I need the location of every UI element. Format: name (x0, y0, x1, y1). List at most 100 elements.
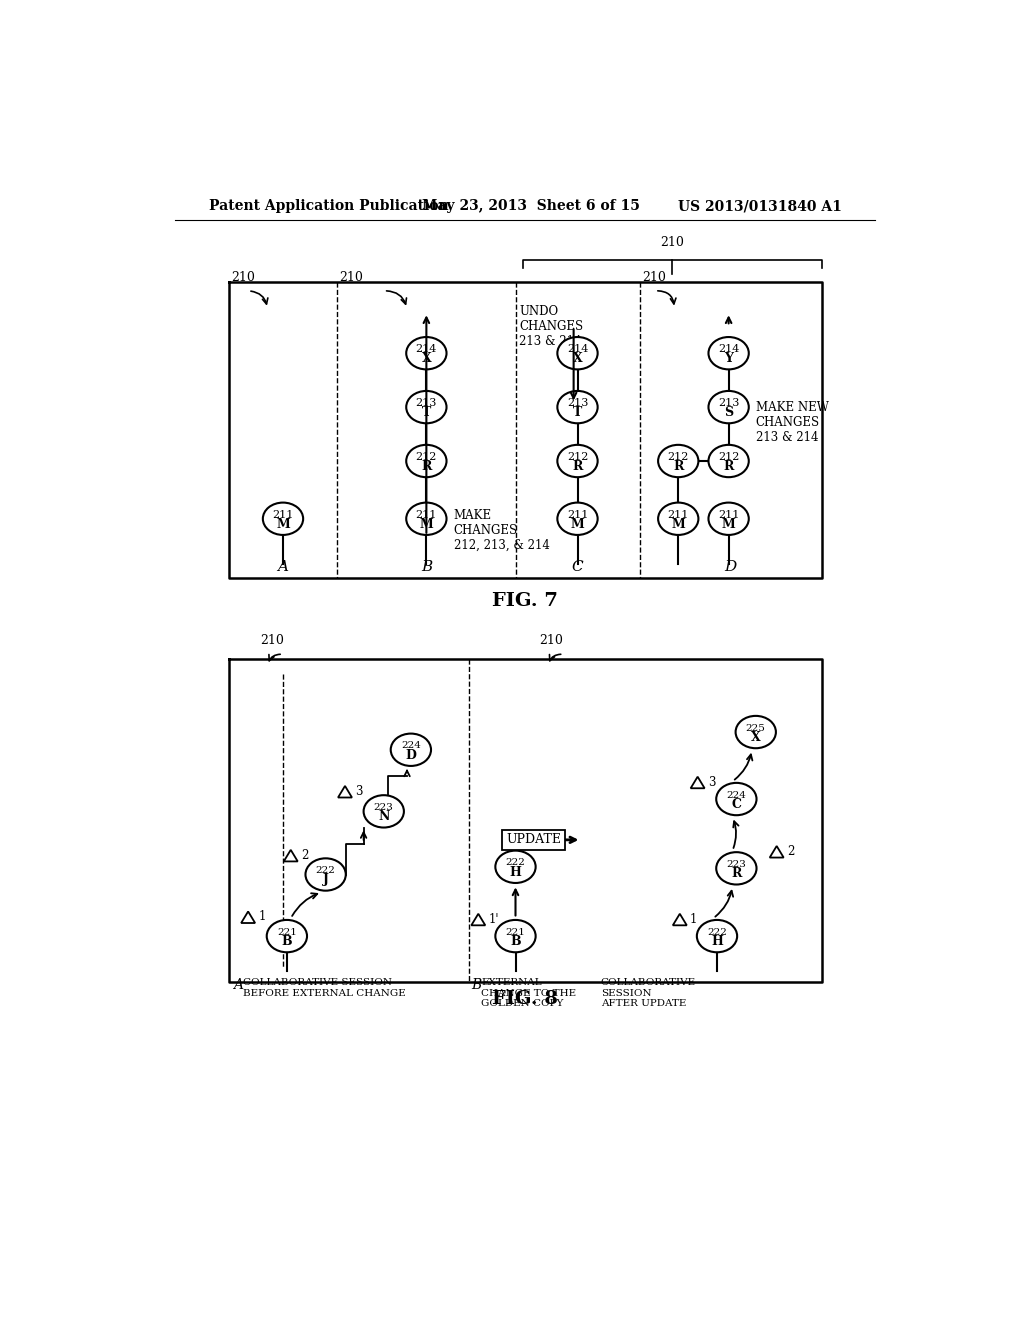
Text: D: D (406, 748, 417, 762)
Text: H: H (510, 866, 521, 879)
Text: 213: 213 (718, 399, 739, 408)
Text: M: M (672, 517, 685, 531)
Ellipse shape (407, 391, 446, 424)
Text: 210: 210 (231, 271, 255, 284)
Text: T: T (422, 407, 431, 418)
Text: J: J (323, 874, 329, 887)
Text: FIG. 7: FIG. 7 (492, 593, 558, 610)
Text: 223: 223 (374, 803, 393, 812)
Text: EXTERNAL
CHANGE TO THE
GOLDEN COPY: EXTERNAL CHANGE TO THE GOLDEN COPY (481, 978, 577, 1008)
Text: 210: 210 (260, 635, 284, 647)
Ellipse shape (266, 920, 307, 952)
Text: UNDO
CHANGES
213 & 214: UNDO CHANGES 213 & 214 (519, 305, 584, 347)
Text: 211: 211 (272, 510, 294, 520)
Ellipse shape (263, 503, 303, 535)
Ellipse shape (407, 445, 446, 477)
Text: 213: 213 (567, 399, 588, 408)
Text: UPDATE: UPDATE (506, 833, 561, 846)
Ellipse shape (407, 503, 446, 535)
Ellipse shape (658, 503, 698, 535)
Text: 2: 2 (301, 849, 308, 862)
Text: 1: 1 (258, 911, 265, 924)
Text: 1': 1' (488, 912, 499, 925)
Text: 221: 221 (506, 928, 525, 937)
Text: 2: 2 (786, 845, 795, 858)
Text: MAKE
CHANGES
212, 213, & 214: MAKE CHANGES 212, 213, & 214 (454, 508, 549, 552)
Text: COLLABORATIVE
SESSION
AFTER UPDATE: COLLABORATIVE SESSION AFTER UPDATE (601, 978, 696, 1008)
Ellipse shape (557, 337, 598, 370)
Text: M: M (570, 517, 585, 531)
Text: 213: 213 (416, 399, 437, 408)
Text: A: A (232, 978, 243, 993)
Text: B: B (282, 935, 292, 948)
Text: X: X (422, 352, 431, 366)
Text: M: M (722, 517, 735, 531)
Ellipse shape (716, 783, 757, 816)
Text: 223: 223 (726, 861, 746, 869)
Text: M: M (420, 517, 433, 531)
Text: R: R (572, 459, 583, 473)
Ellipse shape (557, 391, 598, 424)
Text: 212: 212 (668, 453, 689, 462)
Text: 1: 1 (690, 912, 697, 925)
Text: B: B (421, 560, 432, 574)
Text: 221: 221 (276, 928, 297, 937)
Text: X: X (751, 731, 761, 744)
Text: 212: 212 (718, 453, 739, 462)
Ellipse shape (305, 858, 346, 891)
Text: 210: 210 (642, 271, 666, 284)
Text: May 23, 2013  Sheet 6 of 15: May 23, 2013 Sheet 6 of 15 (423, 199, 640, 213)
Ellipse shape (391, 734, 431, 766)
Ellipse shape (735, 715, 776, 748)
Text: R: R (731, 867, 741, 880)
Ellipse shape (658, 445, 698, 477)
Text: B: B (471, 978, 481, 993)
Text: D: D (724, 560, 736, 574)
Text: B: B (510, 935, 521, 948)
Text: MAKE NEW
CHANGES
213 & 214: MAKE NEW CHANGES 213 & 214 (756, 401, 828, 444)
Text: A: A (278, 560, 289, 574)
Ellipse shape (709, 445, 749, 477)
Text: M: M (276, 517, 290, 531)
Ellipse shape (496, 850, 536, 883)
Text: 214: 214 (416, 345, 437, 354)
Text: 211: 211 (567, 510, 588, 520)
Text: 210: 210 (539, 635, 562, 647)
Text: R: R (421, 459, 431, 473)
Text: 211: 211 (718, 510, 739, 520)
Ellipse shape (496, 920, 536, 952)
Text: 214: 214 (567, 345, 588, 354)
Ellipse shape (407, 337, 446, 370)
Ellipse shape (709, 391, 749, 424)
Text: FIG. 8: FIG. 8 (492, 990, 558, 1008)
Text: 222: 222 (315, 866, 336, 875)
Text: H: H (711, 935, 723, 948)
Text: T: T (572, 407, 582, 418)
Text: 3: 3 (708, 776, 715, 788)
Text: 214: 214 (718, 345, 739, 354)
Text: C: C (571, 560, 584, 574)
Text: 212: 212 (416, 453, 437, 462)
Ellipse shape (364, 795, 403, 828)
Text: Patent Application Publication: Patent Application Publication (209, 199, 449, 213)
Text: 212: 212 (567, 453, 588, 462)
Ellipse shape (557, 445, 598, 477)
Text: S: S (724, 407, 733, 418)
Ellipse shape (716, 853, 757, 884)
Text: COLLABORATIVE SESSION
BEFORE EXTERNAL CHANGE: COLLABORATIVE SESSION BEFORE EXTERNAL CH… (243, 978, 406, 998)
Text: 3: 3 (355, 785, 362, 797)
Ellipse shape (709, 337, 749, 370)
Text: 210: 210 (340, 271, 364, 284)
Text: N: N (378, 810, 389, 824)
Text: 210: 210 (660, 236, 684, 249)
Text: Y: Y (724, 352, 733, 366)
Text: C: C (731, 797, 741, 810)
Text: X: X (572, 352, 583, 366)
Ellipse shape (709, 503, 749, 535)
Text: 225: 225 (745, 723, 766, 733)
Text: 224: 224 (726, 791, 746, 800)
Text: R: R (673, 459, 683, 473)
Text: R: R (723, 459, 734, 473)
Text: 222: 222 (506, 858, 525, 867)
Text: 222: 222 (707, 928, 727, 937)
